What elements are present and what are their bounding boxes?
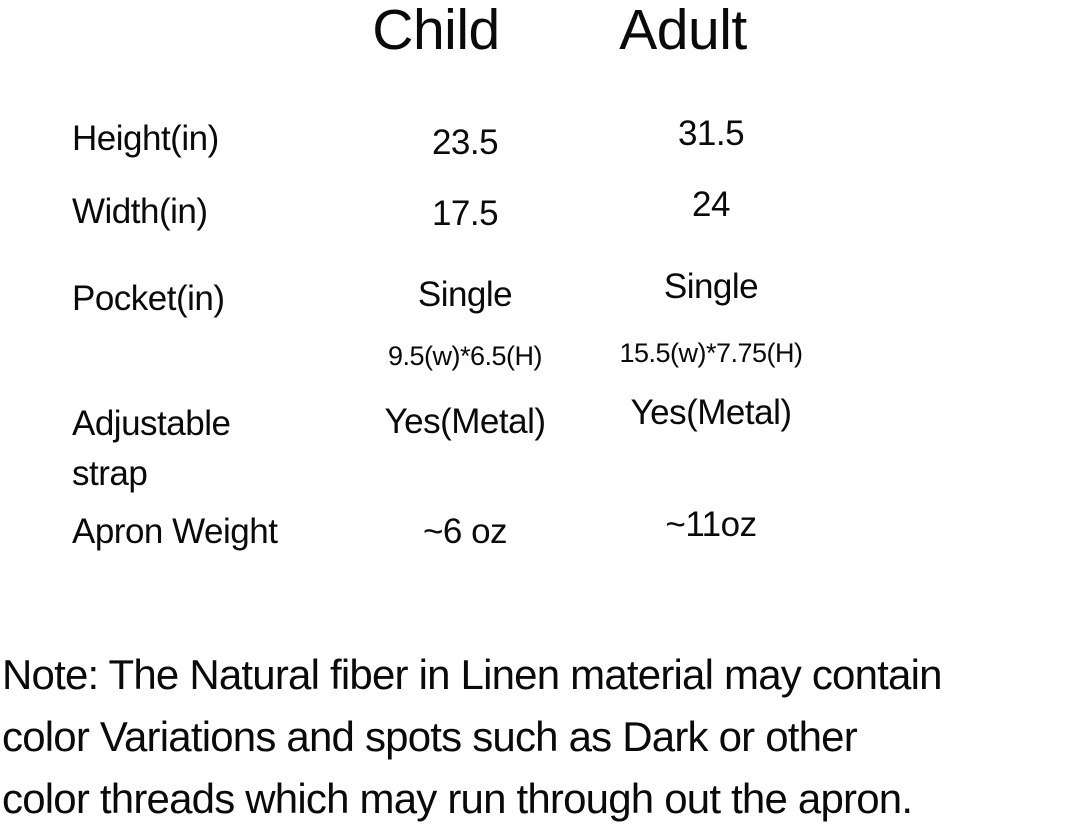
weight-child-value: ~6 oz — [422, 512, 508, 551]
column-header-child: Child — [372, 0, 500, 62]
width-adult-value: 24 — [692, 185, 730, 224]
row-label-apron-weight: Apron Weight — [72, 512, 278, 551]
width-child-value: 17.5 — [431, 194, 499, 233]
column-header-adult: Adult — [619, 0, 747, 62]
height-adult-value: 31.5 — [677, 114, 745, 153]
pocket-dimensions-adult: 15.5(w)*7.75(H) — [619, 338, 803, 368]
note-line-1: Note: The Natural fiber in Linen materia… — [2, 651, 942, 698]
row-label-width: Width(in) — [72, 192, 208, 231]
row-label-height: Height(in) — [72, 119, 219, 158]
note-line-2: color Variations and spots such as Dark … — [2, 713, 858, 760]
row-label-adjustable-strap: Adjustable strap — [72, 404, 231, 493]
note-text: Note: The Natural fiber in Linen materia… — [2, 644, 1078, 830]
strap-adult-value: Yes(Metal) — [630, 393, 793, 432]
weight-adult-value: ~11oz — [665, 505, 757, 544]
note-line-3: color threads which may run through out … — [2, 775, 913, 822]
pocket-dimensions-child: 9.5(w)*6.5(H) — [387, 341, 543, 371]
pocket-child-value: Single — [417, 275, 513, 314]
strap-child-value: Yes(Metal) — [384, 402, 547, 441]
pocket-adult-value: Single — [663, 267, 759, 306]
height-child-value: 23.5 — [431, 123, 499, 162]
row-label-pocket: Pocket(in) — [72, 279, 225, 318]
